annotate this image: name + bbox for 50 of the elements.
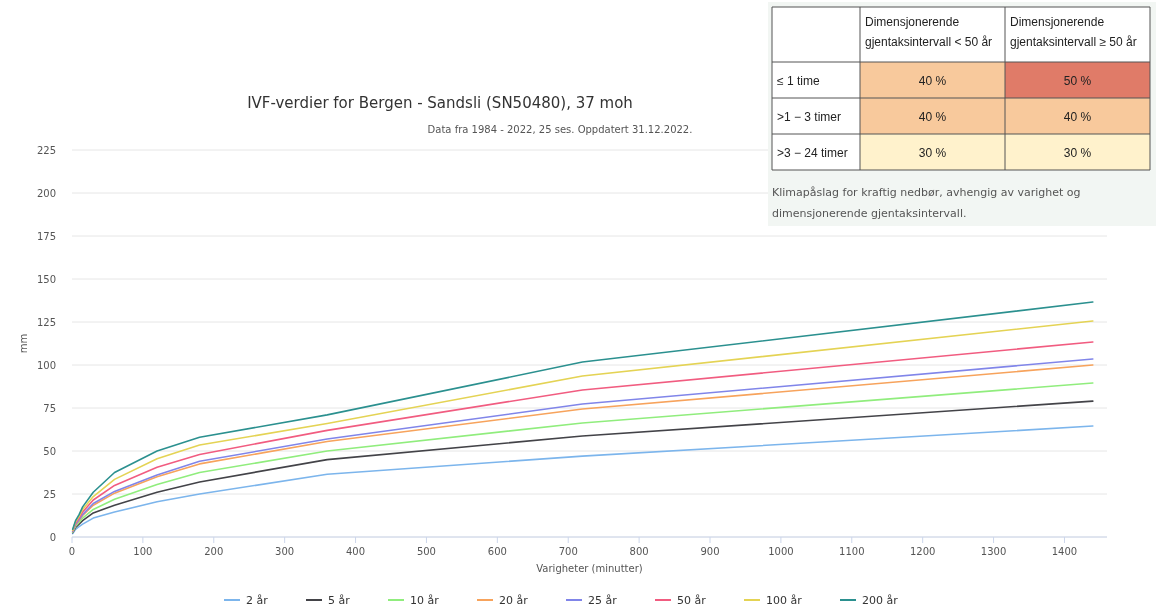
x-tick-label: 1200 [909, 546, 936, 557]
x-tick-label: 800 [629, 546, 649, 557]
y-tick-label: 150 [36, 273, 56, 285]
x-tick-label: 100 [133, 546, 153, 557]
x-tick-label: 500 [416, 546, 436, 557]
legend-label: 2 år [246, 594, 269, 607]
data-label: 30 % [918, 146, 947, 160]
x-tick-label: 1100 [839, 546, 865, 557]
y-tick-label: 0 [49, 531, 56, 543]
y-tick-label: 125 [36, 316, 56, 328]
y-tick-label: ≤ 1 time [777, 74, 820, 88]
x-axis-title: Varigheter (minutter) [536, 563, 643, 574]
x-tick-label: 300 [275, 546, 295, 557]
y-tick-label: >3 − 24 timer [777, 146, 848, 160]
data-label: 40 % [1063, 110, 1092, 124]
x-tick-label: Dimensjonerende gjentaksintervall < 50 år [865, 15, 993, 49]
x-tick-label: 1400 [1051, 546, 1078, 557]
x-tick-label: 0 [68, 546, 76, 557]
x-tick-label: 1300 [980, 546, 1007, 557]
y-tick-label: 200 [36, 187, 56, 199]
y-axis-title: mm [18, 333, 29, 354]
y-tick-label: 50 [43, 445, 56, 457]
legend-label: 10 år [410, 594, 440, 607]
x-tick-label: Dimensjonerende gjentaksintervall ≥ 50 år [1010, 15, 1137, 49]
legend-label: 200 år [862, 594, 899, 607]
legend-label: 25 år [588, 594, 618, 607]
chart-title: IVF-verdier for Bergen - Sandsli (SN50480), 37 moh [247, 94, 633, 112]
line-series [71, 425, 1094, 535]
x-tick-label: 1000 [768, 546, 794, 557]
chart-subtitle: Data fra 1984 - 2022, 25 ses. Oppdatert 31.12.2022. [427, 124, 693, 135]
data-label: 40 % [918, 110, 947, 124]
legend-label: 100 år [766, 594, 803, 607]
legend-label: 50 år [677, 594, 707, 607]
y-tick-label: 75 [43, 402, 56, 414]
data-label: 50 % [1063, 74, 1092, 88]
x-tick-label: 400 [346, 546, 366, 557]
x-tick-label: 600 [487, 546, 507, 557]
annotation: Klimapåslag for kraftig nedbør, avhengig av varighet og dimensjonerende gjentaksintervall. [772, 186, 1081, 220]
x-tick-label: 900 [700, 546, 720, 557]
legend-label: 20 år [499, 594, 529, 607]
y-tick-label: 175 [36, 230, 56, 242]
data-label: 30 % [1063, 146, 1092, 160]
x-tick-label: 200 [204, 546, 224, 557]
legend-label: 5 år [328, 594, 351, 607]
y-tick-label: 100 [36, 359, 56, 371]
x-tick-label: 700 [558, 546, 578, 557]
y-tick-label: 25 [43, 488, 56, 500]
y-tick-label: >1 − 3 timer [777, 110, 842, 124]
y-tick-label: 225 [36, 144, 56, 156]
data-label: 40 % [918, 74, 947, 88]
